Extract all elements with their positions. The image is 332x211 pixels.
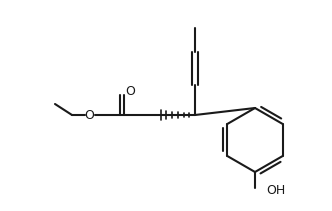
Text: OH: OH <box>266 184 285 197</box>
Text: O: O <box>84 108 94 122</box>
Text: O: O <box>125 84 135 97</box>
